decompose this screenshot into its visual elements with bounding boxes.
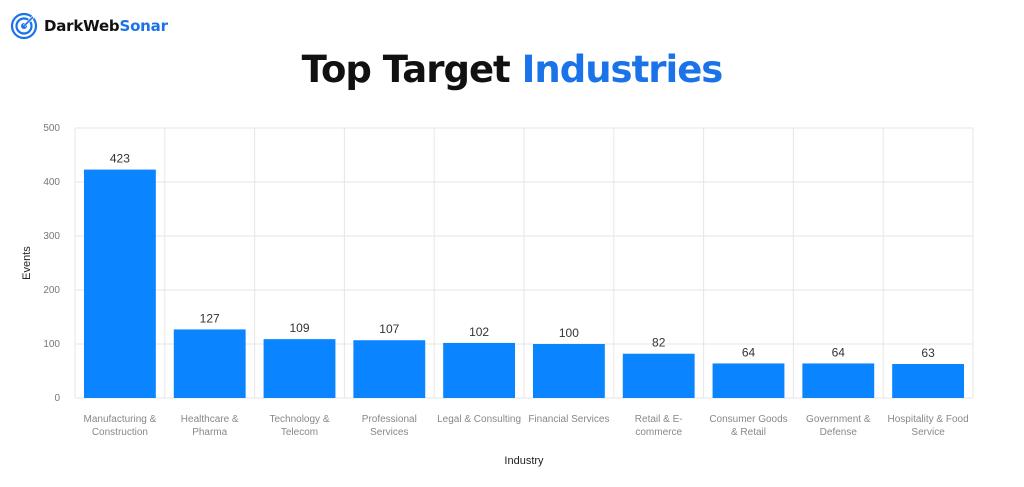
category-label: Legal & Consulting xyxy=(437,414,521,425)
bar xyxy=(712,363,785,398)
category-label: Healthcare & Pharma xyxy=(181,414,239,438)
bar xyxy=(353,340,426,398)
title-accent: Industries xyxy=(521,48,724,91)
bar xyxy=(532,344,605,398)
sonar-icon xyxy=(10,12,38,40)
bar xyxy=(892,363,965,398)
y-tick-label: 100 xyxy=(43,339,60,350)
y-tick-label: 500 xyxy=(43,123,60,134)
data-label: 102 xyxy=(469,325,489,339)
page-title: Top Target Industries xyxy=(0,48,1024,91)
data-label: 127 xyxy=(200,311,220,325)
data-label: 109 xyxy=(289,321,309,335)
brand-logo: DarkWebSonar xyxy=(10,12,168,40)
data-label: 107 xyxy=(379,322,399,336)
y-tick-label: 0 xyxy=(54,393,60,404)
bar xyxy=(622,353,695,398)
title-main: Top Target xyxy=(301,48,511,91)
category-label: Professional Services xyxy=(362,414,417,438)
data-label: 64 xyxy=(742,345,756,359)
data-label: 100 xyxy=(559,326,579,340)
category-label: Government & Defense xyxy=(806,414,871,438)
category-label: Technology & Telecom xyxy=(269,414,329,438)
bar xyxy=(443,342,516,398)
bar xyxy=(802,363,875,398)
data-label: 82 xyxy=(652,336,666,350)
bar xyxy=(173,329,246,398)
x-axis-title: Industry xyxy=(504,455,544,467)
y-tick-label: 300 xyxy=(43,231,60,242)
y-tick-label: 200 xyxy=(43,285,60,296)
data-label: 64 xyxy=(832,345,846,359)
bar xyxy=(263,339,336,398)
y-tick-label: 400 xyxy=(43,177,60,188)
category-label: Manufacturing & Construction xyxy=(83,414,156,438)
category-label: Consumer Goods & Retail xyxy=(709,414,787,438)
bar xyxy=(83,169,156,398)
brand-name: DarkWebSonar xyxy=(44,17,168,35)
data-label: 423 xyxy=(110,152,130,166)
category-label: Retail & E-commerce xyxy=(635,414,683,438)
category-label: Hospitality & Food Service xyxy=(888,414,969,438)
category-label: Financial Services xyxy=(528,414,609,425)
data-label: 63 xyxy=(921,346,935,360)
y-axis-title: Events xyxy=(21,246,33,280)
